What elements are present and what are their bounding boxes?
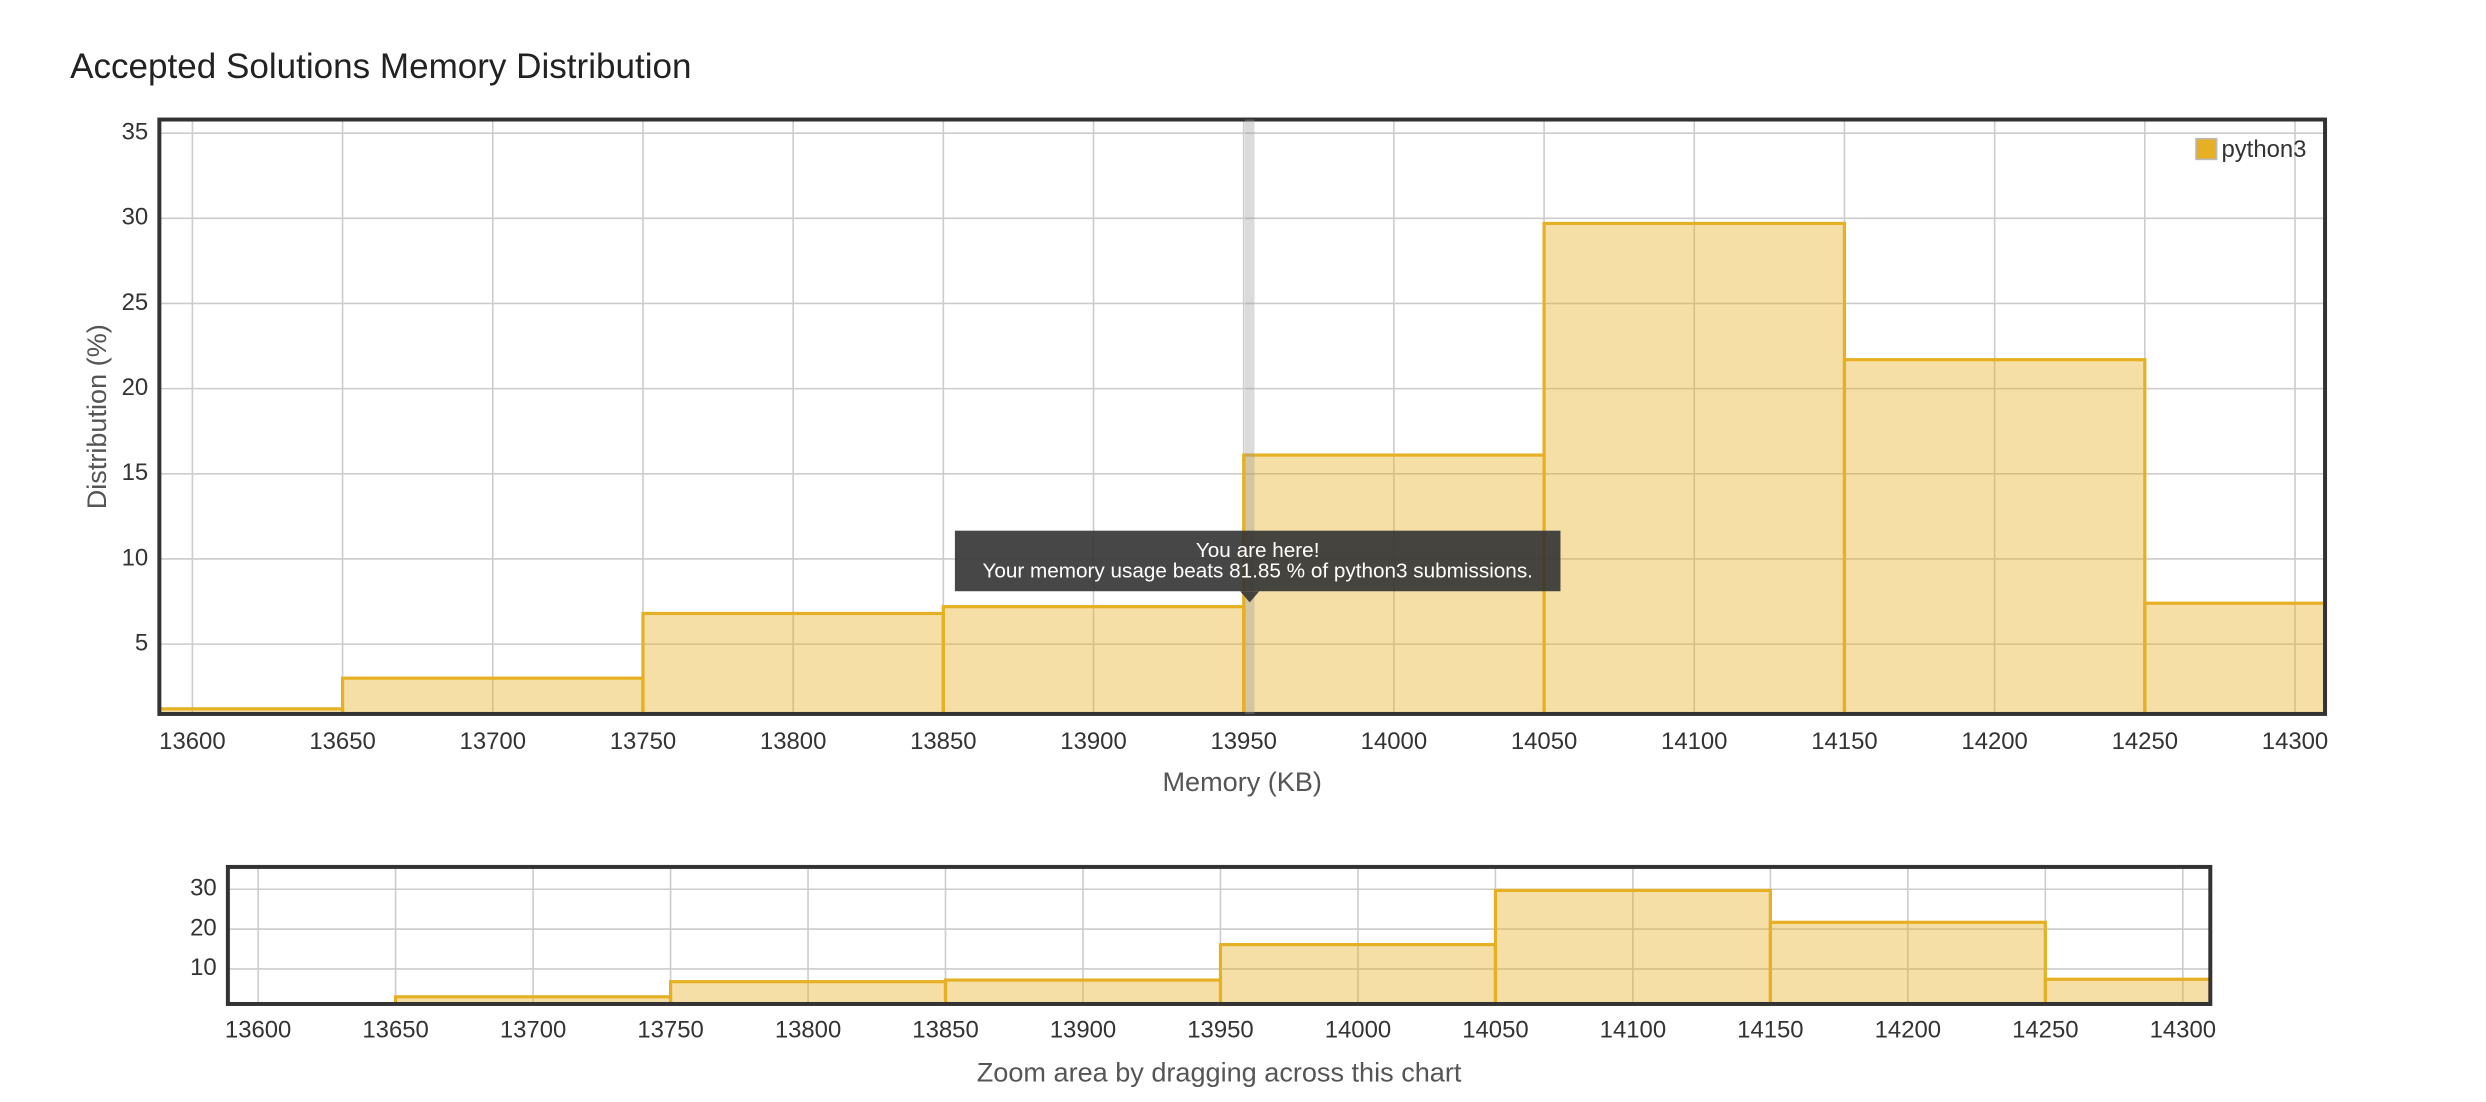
x-tick-label: 14250 [2012, 1016, 2078, 1043]
bar [1493, 888, 1772, 1004]
bars [394, 888, 2211, 1004]
x-tick-label: 13750 [637, 1016, 703, 1043]
x-tick-label: 13850 [910, 728, 976, 755]
x-tick-label: 14100 [1661, 728, 1727, 755]
x-tick-label: 14000 [1361, 728, 1427, 755]
y-tick-label: 20 [190, 914, 217, 941]
x-tick-label: 13600 [159, 728, 225, 755]
x-tick-label: 13950 [1210, 728, 1276, 755]
x-tick-label: 13700 [500, 1016, 566, 1043]
x-axis-title: Zoom area by dragging across this chart [977, 1056, 1462, 1087]
marker-band [1244, 119, 1255, 714]
plot-frame [225, 864, 2213, 1006]
y-axis-title: Distribution (%) [81, 324, 112, 509]
x-tick-label: 14000 [1325, 1016, 1391, 1043]
x-tick-label: 13950 [1187, 1016, 1253, 1043]
legend-label[interactable]: python3 [2221, 136, 2306, 163]
y-tick-label: 15 [122, 459, 149, 486]
x-tick-label: 13900 [1060, 728, 1126, 755]
x-axis-title: Memory (KB) [1162, 766, 1321, 797]
x-tick-label: 14200 [1961, 728, 2027, 755]
bar [668, 980, 948, 1004]
bar [2143, 601, 2326, 714]
x-tick-label: 14300 [2262, 728, 2328, 755]
legend-swatch[interactable] [2195, 137, 2218, 161]
x-tick-label: 14200 [1875, 1016, 1941, 1043]
x-tick-label: 14300 [2150, 1016, 2216, 1043]
tooltip-box [954, 530, 1561, 592]
bar [1542, 221, 1847, 714]
bar [1218, 943, 1498, 1004]
y-tick-label: 5 [135, 629, 148, 656]
tooltip-arrow [1240, 591, 1260, 603]
y-tick-label: 10 [122, 544, 149, 571]
x-tick-label: 13900 [1050, 1016, 1116, 1043]
x-tick-label: 13650 [309, 728, 375, 755]
y-tick-label: 35 [122, 118, 149, 145]
x-tick-label: 13800 [775, 1016, 841, 1043]
x-tick-label: 14100 [1600, 1016, 1666, 1043]
y-tick-label: 30 [190, 875, 217, 902]
bar [641, 611, 945, 714]
plot-frame [157, 117, 2328, 716]
x-tick-label: 14050 [1511, 728, 1577, 755]
x-tick-label: 13800 [760, 728, 826, 755]
y-tick-label: 10 [190, 954, 217, 981]
bar [2043, 977, 2211, 1004]
tooltip-text: Your memory usage beats 81.85 % of pytho… [982, 560, 1532, 583]
x-tick-label: 14050 [1462, 1016, 1528, 1043]
bar [340, 676, 645, 714]
x-tick-label: 13650 [362, 1016, 428, 1043]
x-tick-label: 13850 [912, 1016, 978, 1043]
x-tick-label: 13750 [610, 728, 676, 755]
bar [941, 605, 1246, 714]
tooltip-text: You are here! [1196, 539, 1320, 562]
y-tick-label: 25 [122, 289, 149, 316]
y-tick-label: 20 [122, 374, 149, 401]
bar [1768, 920, 2047, 1004]
y-tick-label: 30 [122, 204, 149, 231]
bar [1842, 358, 2147, 714]
x-tick-label: 14150 [1737, 1016, 1803, 1043]
x-tick-label: 13700 [460, 728, 526, 755]
x-tick-label: 14250 [2112, 728, 2178, 755]
bar [943, 978, 1223, 1004]
page-title: Accepted Solutions Memory Distribution [70, 47, 691, 86]
x-tick-label: 13600 [225, 1016, 291, 1043]
x-tick-label: 14150 [1811, 728, 1877, 755]
